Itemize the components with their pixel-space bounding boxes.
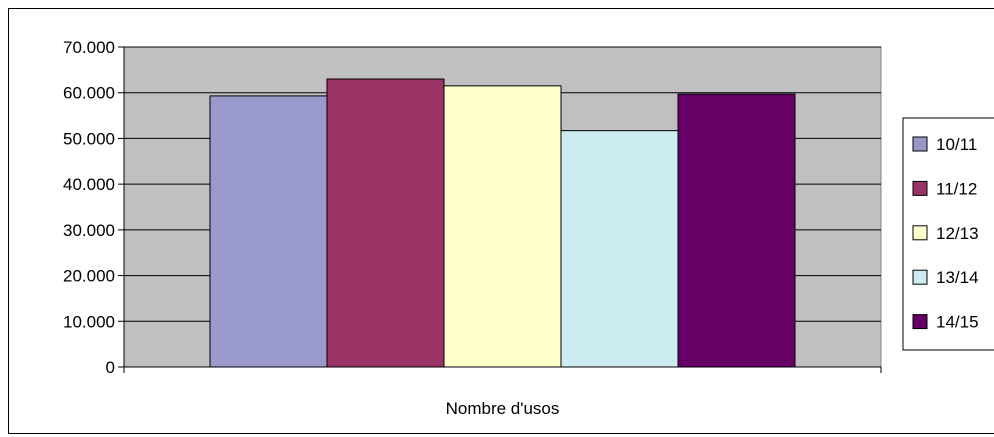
bar-11-12 [326,78,445,368]
legend-label: 10/11 [936,135,977,154]
bar-10-11 [209,95,328,368]
legend-swatch [912,314,928,330]
y-tick-label: 30.000 [63,221,115,240]
bar-14-15 [677,93,796,368]
y-tick-label: 0 [106,358,115,377]
legend-label: 12/13 [936,224,979,243]
legend-swatch [912,225,928,241]
legend: 10/11 11/12 12/13 13/14 14/15 [902,117,994,351]
legend-swatch [912,180,928,196]
y-axis: 0 10.000 20.000 30.000 40.000 50.000 60.000 70.… [63,38,125,377]
x-axis-title: Nombre d'usos [446,399,560,418]
y-tick-label: 40.000 [63,175,115,194]
legend-label: 11/12 [936,179,977,198]
bars [209,78,796,368]
y-tick-label: 60.000 [63,84,115,103]
y-tick-label: 70.000 [63,38,115,57]
legend-swatch [912,136,928,152]
y-tick-label: 20.000 [63,267,115,286]
legend-swatch [912,269,928,285]
bar-13-14 [560,130,679,368]
bar-12-13 [443,85,562,368]
legend-label: 13/14 [936,268,979,287]
y-tick-label: 50.000 [63,129,115,148]
legend-label: 14/15 [936,313,979,332]
y-tick-label: 10.000 [63,312,115,331]
x-axis [123,366,882,373]
